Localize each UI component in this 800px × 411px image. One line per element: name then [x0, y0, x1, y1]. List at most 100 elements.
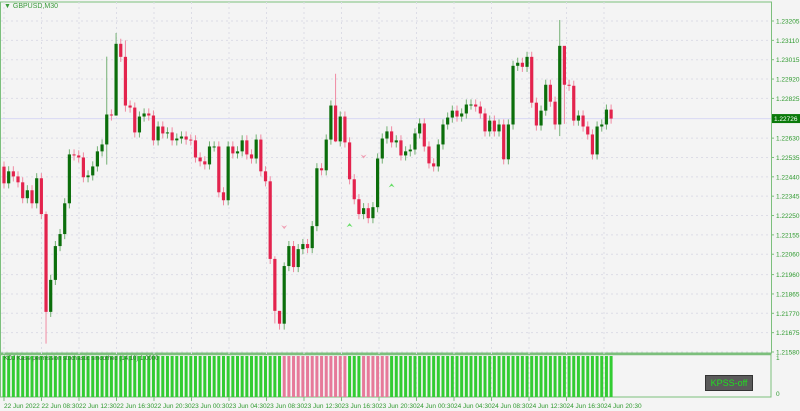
candle [460, 108, 464, 122]
candle [478, 101, 482, 119]
histogram-bar [595, 356, 599, 397]
histogram-bar [352, 356, 356, 397]
histogram-bar [497, 356, 501, 397]
candle-body [123, 56, 128, 106]
candle-body [324, 139, 328, 171]
candle [142, 108, 146, 122]
time-tick-label: 24 Jun 20:30 [604, 403, 642, 410]
candle [137, 111, 142, 138]
candle [422, 118, 426, 152]
histogram-bar [81, 356, 85, 397]
time-tick-label: 24 Jun 04:30 [454, 403, 492, 410]
histogram-bar [488, 356, 492, 397]
histogram-bar [432, 356, 436, 397]
histogram-bar [142, 356, 146, 397]
histogram-bar [91, 356, 95, 397]
candle-body [310, 226, 314, 249]
current-price-tag [772, 114, 800, 124]
price-tick-label: 1.22060 [776, 252, 800, 259]
candle-body [109, 114, 114, 116]
candle [324, 134, 328, 176]
candle-body [67, 154, 71, 204]
candle-body [511, 65, 515, 125]
candle [534, 97, 538, 131]
candle-body [44, 214, 48, 312]
histogram-bar [553, 356, 557, 397]
sell-arrow-icon [281, 225, 288, 230]
time-tick-label: 24 Jun 16:30 [567, 403, 605, 410]
histogram-bar [586, 356, 590, 397]
candle [109, 109, 114, 121]
candle-body [548, 84, 552, 102]
histogram-bar [109, 356, 113, 397]
histogram-bar [44, 356, 48, 397]
candle-body [595, 126, 599, 155]
candle-body [366, 208, 370, 219]
candle [604, 104, 609, 130]
histogram-bar [362, 356, 366, 397]
candle-body [469, 104, 473, 106]
candle [277, 310, 282, 330]
price-tick-label: 1.23015 [776, 57, 800, 64]
candle [483, 108, 487, 137]
candle [189, 134, 193, 146]
histogram-bar [147, 356, 151, 397]
histogram-bar [324, 356, 328, 397]
candle [380, 133, 384, 164]
candle [203, 156, 207, 170]
candle [25, 185, 29, 204]
histogram-bar [7, 356, 11, 397]
histogram-bar [590, 356, 594, 397]
candle [572, 80, 576, 126]
triangle-down-icon[interactable]: ▼ [4, 3, 11, 10]
kpss-toggle-button[interactable]: KPSS-off [705, 375, 753, 391]
candle-body [347, 142, 352, 180]
histogram-bar [385, 356, 389, 397]
candle-body [432, 163, 436, 167]
candle [361, 203, 366, 220]
candle [221, 187, 226, 206]
candle-body [385, 131, 389, 139]
candle [450, 105, 454, 123]
time-tick-label: 22 Jun 20:30 [154, 403, 192, 410]
candle-body [100, 144, 104, 152]
candle-body [249, 154, 254, 159]
candle [427, 141, 431, 169]
candle-body [207, 146, 212, 165]
candle-body [408, 149, 412, 152]
histogram-bar [530, 356, 534, 397]
candle [436, 139, 440, 172]
histogram-bar [310, 356, 314, 397]
price-tick-label: 1.21865 [776, 291, 800, 298]
candle [207, 141, 212, 170]
candle [590, 129, 595, 160]
candle [469, 99, 473, 110]
candle-body [277, 310, 282, 324]
indicator-axis-label: 1 [776, 355, 780, 362]
histogram-bar [441, 356, 445, 397]
candle [81, 152, 85, 183]
candle [39, 173, 43, 220]
time-tick-label: 23 Jun 20:30 [379, 403, 417, 410]
histogram-bar [548, 356, 552, 397]
histogram-bar [254, 356, 258, 397]
candle [408, 144, 412, 157]
histogram-bar [203, 356, 207, 397]
candle-body [343, 116, 347, 143]
candle [567, 79, 571, 91]
candle-body [226, 146, 230, 201]
histogram-bar [278, 356, 282, 397]
histogram-bar [273, 356, 277, 397]
candle-body [315, 168, 319, 227]
histogram-bar [539, 356, 543, 397]
candle [86, 170, 90, 183]
histogram-bar [478, 356, 482, 397]
candle [161, 121, 165, 139]
candle-body [198, 157, 202, 162]
candle-body [179, 136, 184, 139]
time-tick-label: 23 Jun 16:30 [342, 403, 380, 410]
candle-body [114, 43, 118, 116]
histogram-bar [133, 356, 137, 397]
histogram-bar [604, 356, 608, 397]
